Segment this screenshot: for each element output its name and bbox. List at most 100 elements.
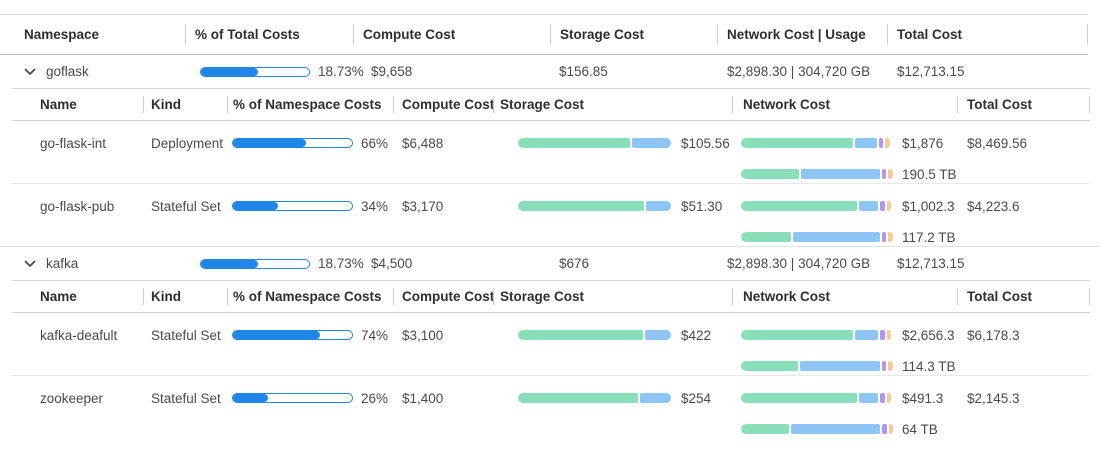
column-header-network-cost-usage: Network Cost | Usage xyxy=(717,15,887,54)
network-cost-bar xyxy=(741,201,893,211)
namespace-storage-cost: $156.85 xyxy=(559,64,608,79)
workload-pct-fill xyxy=(233,202,279,210)
workload-row[interactable]: go-flask-pub Stateful Set 34% $3,170 $51… xyxy=(12,183,1090,246)
workload-kind: Deployment xyxy=(151,135,224,151)
network-usage-bar xyxy=(741,232,893,242)
namespace-row[interactable]: goflask 18.73% $9,658 $156.85 $2,898.30 … xyxy=(0,55,1088,88)
workload-table: Name Kind % of Namespace Costs Compute C… xyxy=(12,280,1090,438)
workload-pct-bar xyxy=(232,330,353,340)
column-header-name: Name xyxy=(40,97,77,112)
segment-orange xyxy=(886,393,892,403)
workload-pct-label: 34% xyxy=(361,198,389,214)
segment-blue xyxy=(800,169,880,179)
workload-total-cost: $8,469.56 xyxy=(967,135,1028,151)
network-usage-value: 117.2 TB xyxy=(902,229,956,245)
column-header-storage-cost: Storage Cost xyxy=(493,281,732,312)
segment-purple xyxy=(878,138,884,148)
workload-name: kafka-deafult xyxy=(40,327,118,343)
segment-blue xyxy=(632,138,671,148)
segment-green xyxy=(518,201,645,211)
namespace-network-cost-usage: $2,898.30 | 304,720 GB xyxy=(727,64,871,79)
storage-cost-value: $51.30 xyxy=(681,198,723,214)
storage-cost-value: $105.56 xyxy=(681,135,730,151)
workload-pct-label: 66% xyxy=(361,135,389,151)
storage-cost-value: $254 xyxy=(681,390,712,406)
column-header-pct-total-costs: % of Total Costs xyxy=(185,15,353,54)
namespace-table-header: Namespace % of Total Costs Compute Cost … xyxy=(0,14,1088,55)
segment-green xyxy=(741,393,857,403)
column-header-pct-namespace-costs: % of Namespace Costs xyxy=(227,281,393,312)
network-usage-bar xyxy=(741,361,893,371)
workload-table: Name Kind % of Namespace Costs Compute C… xyxy=(12,88,1090,246)
column-header-namespace: Namespace xyxy=(24,27,100,42)
workload-table-header: Name Kind % of Namespace Costs Compute C… xyxy=(12,88,1090,121)
storage-bar xyxy=(518,201,672,211)
segment-purple xyxy=(880,393,885,403)
workload-rows: kafka-deafult Stateful Set 74% $3,100 $4… xyxy=(12,313,1090,438)
network-cost-bar xyxy=(741,393,893,403)
segment-green xyxy=(741,201,857,211)
chevron-down-icon[interactable] xyxy=(24,68,36,76)
chevron-down-icon[interactable] xyxy=(24,260,36,268)
segment-purple xyxy=(882,424,887,434)
namespace-total-cost: $12,713.15 xyxy=(897,256,965,271)
namespace-network-cost-usage: $2,898.30 | 304,720 GB xyxy=(727,256,871,271)
segment-orange xyxy=(888,361,893,371)
segment-green xyxy=(741,232,791,242)
segment-green xyxy=(741,169,799,179)
namespace-pct-fill xyxy=(201,67,259,76)
workload-network-cell: $1,876 190.5 TB xyxy=(732,134,957,183)
namespace-pct-label: 18.73% xyxy=(318,256,364,271)
segment-purple xyxy=(880,201,885,211)
segment-green xyxy=(518,393,639,403)
segment-orange xyxy=(888,169,893,179)
workload-compute-cost: $1,400 xyxy=(402,390,444,406)
workload-name: go-flask-pub xyxy=(40,198,115,214)
segment-green xyxy=(518,138,631,148)
segment-purple xyxy=(881,232,887,242)
column-header-kind: Kind xyxy=(143,281,227,312)
workload-pct-fill xyxy=(233,331,320,339)
segment-blue xyxy=(855,138,877,148)
workload-total-cost: $2,145.3 xyxy=(967,390,1020,406)
segment-blue xyxy=(855,330,879,340)
workload-compute-cost: $3,170 xyxy=(402,198,444,214)
workload-row[interactable]: kafka-deafult Stateful Set 74% $3,100 $4… xyxy=(12,313,1090,375)
namespace-sections: goflask 18.73% $9,658 $156.85 $2,898.30 … xyxy=(0,55,1100,438)
segment-orange xyxy=(888,424,893,434)
workload-total-cost: $4,223.6 xyxy=(967,198,1020,214)
segment-orange xyxy=(886,330,892,340)
segment-orange xyxy=(888,232,893,242)
workload-compute-cost: $3,100 xyxy=(402,327,444,343)
workload-pct-bar xyxy=(232,201,353,211)
namespace-row[interactable]: kafka 18.73% $4,500 $676 $2,898.30 | 304… xyxy=(0,247,1088,280)
namespace-compute-cost: $4,500 xyxy=(371,256,413,271)
namespace-total-cost: $12,713.15 xyxy=(897,64,965,79)
workload-kind: Stateful Set xyxy=(151,198,221,214)
workload-row[interactable]: zookeeper Stateful Set 26% $1,400 $254 $… xyxy=(12,375,1090,438)
column-header-name: Name xyxy=(40,289,77,304)
network-cost-bar xyxy=(741,330,893,340)
column-header-total-cost: Total Cost xyxy=(957,281,1090,312)
namespace-pct-bar xyxy=(200,66,310,77)
network-usage-bar xyxy=(741,424,893,434)
network-cost-bar xyxy=(741,138,893,148)
workload-network-cell: $1,002.3 117.2 TB xyxy=(732,197,957,246)
column-header-compute-cost: Compute Cost xyxy=(393,281,494,312)
column-header-total-cost: Total Cost xyxy=(957,89,1090,120)
segment-green xyxy=(741,424,790,434)
namespace-compute-cost: $9,658 xyxy=(371,64,413,79)
workload-pct-bar xyxy=(232,138,353,148)
column-header-network-cost: Network Cost xyxy=(732,89,957,120)
segment-blue xyxy=(792,232,880,242)
namespace-pct-label: 18.73% xyxy=(318,64,364,79)
namespace-section: goflask 18.73% $9,658 $156.85 $2,898.30 … xyxy=(0,55,1100,247)
column-header-compute-cost: Compute Cost xyxy=(353,15,550,54)
workload-row[interactable]: go-flask-int Deployment 66% $6,488 $105.… xyxy=(12,121,1090,183)
storage-bar xyxy=(518,393,672,403)
network-cost-value: $491.3 xyxy=(902,390,944,406)
segment-orange xyxy=(885,138,890,148)
segment-blue xyxy=(800,361,880,371)
network-cost-value: $2,656.3 xyxy=(902,327,955,343)
segment-purple xyxy=(881,361,887,371)
